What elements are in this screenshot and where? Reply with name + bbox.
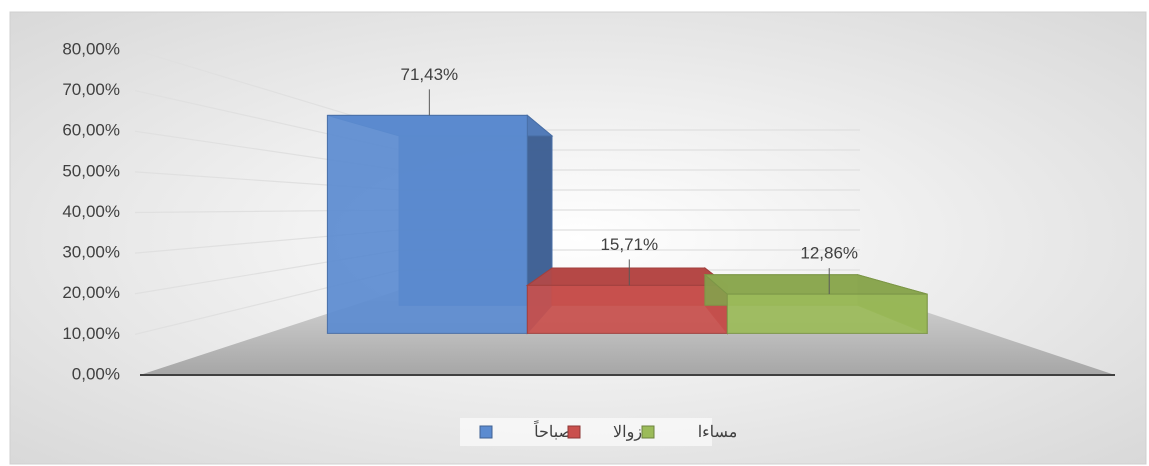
y-tick-label: 20,00% [62, 283, 120, 302]
data-label: 71,43% [401, 65, 459, 84]
legend-swatch [479, 425, 493, 439]
legend-label: صباحاً [533, 420, 572, 442]
y-tick-label: 80,00% [62, 39, 120, 58]
bar-top [525, 267, 729, 286]
y-tick-label: 50,00% [62, 161, 120, 180]
y-tick-label: 40,00% [62, 202, 120, 221]
bar-front [526, 284, 728, 334]
data-label: 12,86% [800, 244, 858, 263]
legend-label: زوالا [613, 424, 642, 441]
bar-front [726, 293, 928, 334]
legend-label: مساءا [698, 424, 738, 441]
y-tick-label: 60,00% [62, 121, 120, 140]
legend-box [460, 418, 712, 446]
y-tick-label: 0,00% [72, 364, 120, 383]
y-tick-label: 10,00% [62, 324, 120, 343]
y-tick-label: 70,00% [62, 80, 120, 99]
data-label: 15,71% [600, 235, 658, 254]
bar-front [326, 114, 528, 334]
chart-background [9, 11, 1147, 465]
legend-swatch [641, 425, 655, 439]
legend-swatch [567, 425, 581, 439]
y-tick-label: 30,00% [62, 243, 120, 262]
